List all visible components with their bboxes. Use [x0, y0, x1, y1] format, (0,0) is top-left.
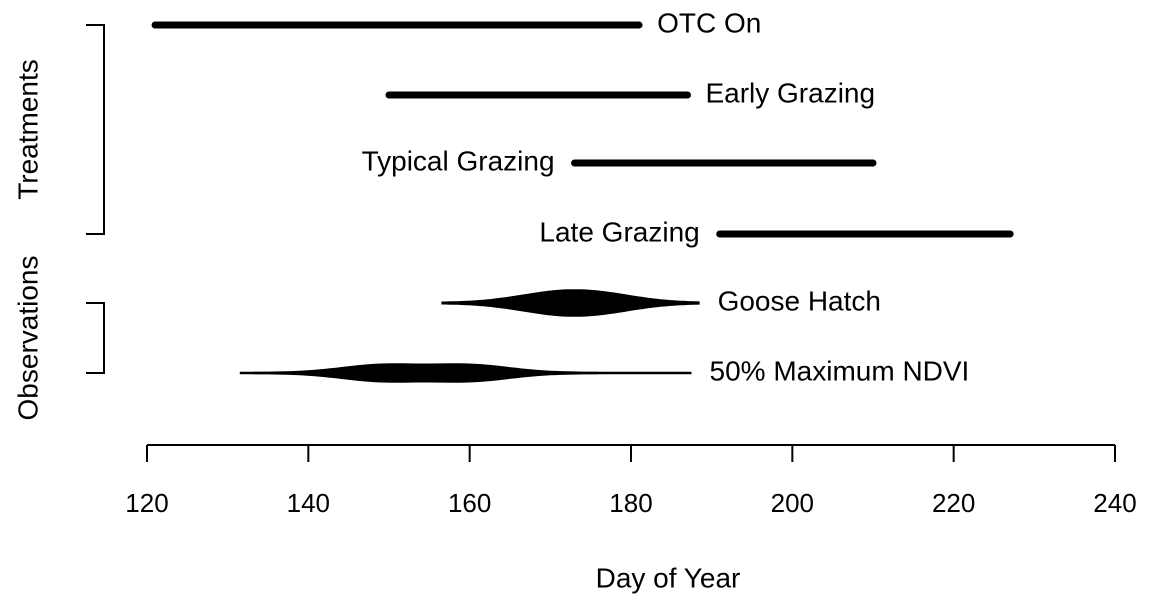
group-label: Treatments — [12, 59, 43, 200]
group-label: Observations — [12, 256, 43, 421]
item-label: OTC On — [657, 7, 761, 38]
x-tick-label: 120 — [125, 488, 168, 518]
item-label: Typical Grazing — [362, 145, 555, 176]
violin — [239, 363, 692, 383]
x-tick-label: 240 — [1093, 488, 1136, 518]
x-axis-title: Day of Year — [596, 562, 741, 593]
group-bracket — [86, 24, 105, 235]
group-bracket — [86, 302, 105, 374]
x-tick-label: 160 — [448, 488, 491, 518]
item-label: Goose Hatch — [718, 285, 881, 316]
item-label: Early Grazing — [705, 77, 875, 108]
x-tick-label: 140 — [287, 488, 330, 518]
item-label: 50% Maximum NDVI — [710, 355, 970, 386]
violin — [441, 289, 700, 317]
x-tick-label: 180 — [609, 488, 652, 518]
x-tick-label: 220 — [932, 488, 975, 518]
item-label: Late Grazing — [539, 216, 699, 247]
x-tick-label: 200 — [771, 488, 814, 518]
